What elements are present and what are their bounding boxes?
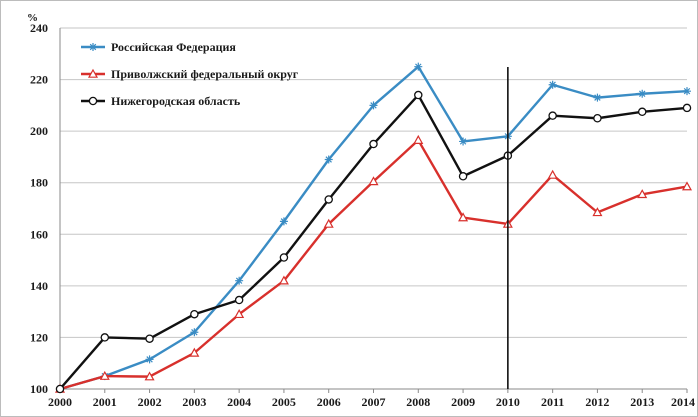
point-marker [89, 43, 97, 51]
point-marker [324, 155, 333, 164]
x-tick-labels: 2000 2001 2002 2003 2004 2005 2006 2007 2008 2009… [48, 395, 695, 409]
series-line [59, 93, 688, 390]
point-marker [593, 114, 602, 123]
point-marker [637, 107, 647, 117]
y-tick-label: 200 [30, 124, 48, 138]
legend-label: Нижегородская область [111, 94, 241, 108]
x-tick-label: 2002 [138, 395, 162, 409]
x-tick-label: 2014 [671, 395, 695, 409]
series-group [54, 62, 693, 394]
x-tick-label: 2009 [451, 395, 475, 409]
point-marker [323, 218, 334, 228]
series-3 [55, 90, 692, 394]
point-marker [413, 134, 424, 144]
point-marker [458, 212, 469, 222]
x-tick-label: 2003 [182, 395, 206, 409]
point-marker [548, 80, 557, 89]
point-marker [100, 333, 110, 342]
y-tick-label: 100 [30, 382, 48, 396]
axes [59, 28, 688, 393]
y-tick-label: 140 [30, 279, 48, 293]
legend-item: Нижегородская область [81, 94, 241, 108]
legend-item: Российская Федерация [81, 40, 236, 54]
point-marker [324, 195, 333, 204]
point-marker [459, 137, 468, 146]
x-tick-label: 2004 [227, 395, 251, 409]
point-marker [55, 384, 65, 394]
x-tick-label: 2008 [406, 395, 430, 409]
x-tick-label: 2012 [585, 395, 609, 409]
series-1 [56, 62, 691, 393]
point-marker [369, 139, 378, 149]
y-tick-label: 180 [30, 176, 48, 190]
point-marker [279, 217, 288, 226]
point-marker [414, 62, 423, 71]
point-marker [235, 276, 244, 285]
x-tick-label: 2000 [48, 395, 72, 409]
y-tick-label: 220 [30, 73, 48, 87]
x-tick-label: 2011 [541, 395, 564, 409]
y-tick-label: 120 [30, 330, 48, 344]
point-marker [369, 101, 378, 110]
series-line [59, 65, 688, 391]
point-marker [638, 89, 647, 98]
point-marker [234, 295, 244, 305]
legend-label: Приволжский федеральный округ [111, 67, 299, 81]
legend-item: Приволжский федеральный округ [81, 67, 299, 81]
point-marker [87, 68, 99, 78]
x-tick-label: 2005 [272, 395, 296, 409]
point-marker [189, 347, 200, 357]
point-marker [682, 103, 692, 113]
x-tick-label: 2013 [630, 395, 654, 409]
point-marker [278, 275, 289, 285]
point-marker [683, 87, 691, 96]
point-marker [190, 328, 199, 337]
y-tick-label: 240 [30, 21, 48, 35]
point-marker [99, 370, 110, 380]
point-marker [414, 90, 423, 100]
x-tick-label: 2007 [362, 395, 386, 409]
point-marker [234, 308, 245, 319]
point-marker [547, 169, 558, 179]
x-tick-label: 2001 [93, 395, 117, 409]
legend-label: Российская Федерация [111, 40, 236, 54]
y-tick-label: 160 [30, 227, 48, 241]
point-marker [144, 371, 155, 381]
point-marker [637, 189, 648, 199]
point-marker [190, 309, 199, 319]
point-marker [145, 334, 154, 343]
y-tick-labels: 100 120 140 160 180 200 220 240 [30, 21, 48, 396]
legend: Российская Федерация Приволжский федераль… [81, 40, 299, 108]
series-2 [54, 134, 693, 393]
point-marker [145, 355, 154, 364]
point-marker [368, 176, 379, 186]
point-marker [279, 253, 289, 262]
point-marker [681, 181, 693, 191]
point-marker [592, 207, 603, 217]
point-marker [458, 172, 468, 181]
x-tick-label: 2006 [317, 395, 341, 409]
point-marker [88, 96, 98, 106]
point-marker [548, 111, 557, 120]
point-marker [593, 93, 602, 102]
y-axis-unit: % [27, 12, 38, 24]
x-tick-label: 2010 [496, 395, 520, 409]
